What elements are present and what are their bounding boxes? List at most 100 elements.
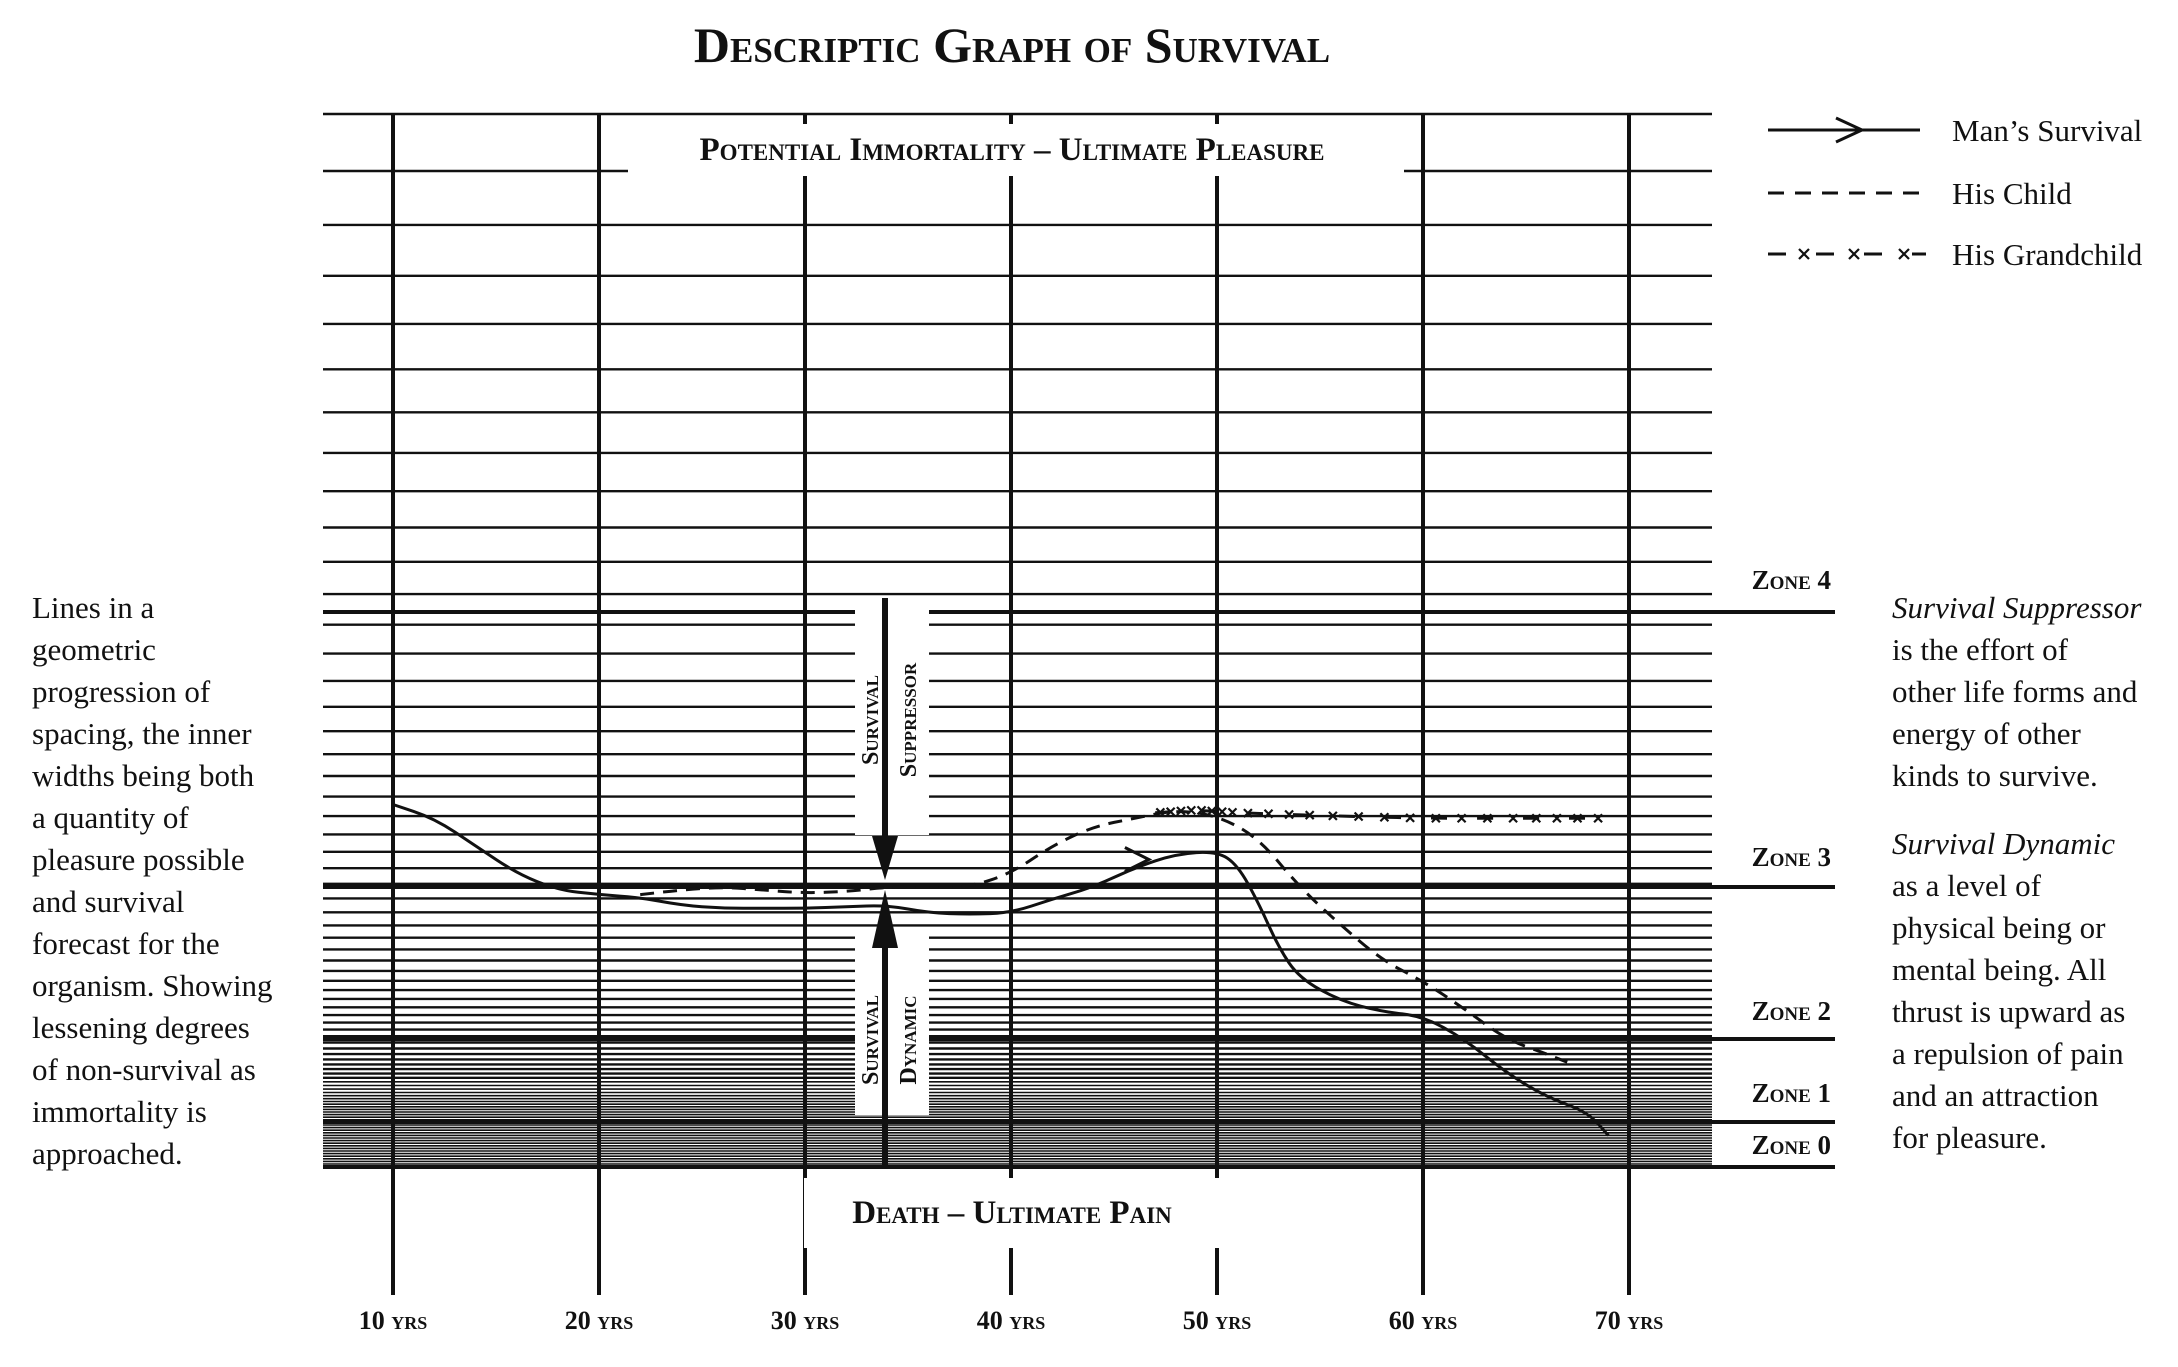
- grandchild-x-mark: [1456, 813, 1467, 824]
- grandchild-x-mark: [1508, 813, 1518, 824]
- legend-label: His Child: [1952, 176, 2072, 211]
- bottom-label: Death – Ultimate Pain: [852, 1195, 1172, 1231]
- series-line: [640, 810, 1568, 1064]
- left-note-line: and survival: [32, 884, 185, 919]
- left-note-line: lessening degrees: [32, 1010, 250, 1045]
- grandchild-x-mark: [1207, 806, 1217, 816]
- left-note-line: forecast for the: [32, 926, 220, 961]
- x-tick-label: 70 yrs: [1595, 1306, 1664, 1335]
- age-gridlines: [391, 114, 1631, 1295]
- grandchild-x-mark: [1593, 813, 1603, 824]
- grandchild-x-mark: [1431, 813, 1441, 824]
- grandchild-x-mark: [1304, 810, 1315, 820]
- survival-suppressor-arrow: Survival Suppressor: [855, 598, 929, 880]
- series-line: [392, 803, 1610, 1137]
- legend-item-mans-survival: Man’s Survival: [1768, 113, 2142, 148]
- suppressor-label-line2: Suppressor: [896, 662, 922, 777]
- left-note-line: organism. Showing: [32, 968, 273, 1003]
- suppressor-definition-title: Survival Suppressor: [1892, 590, 2142, 625]
- x-tick-label: 20 yrs: [565, 1306, 634, 1335]
- zone-labels: Zone 4 Zone 3 Zone 2 Zone 1 Zone 0: [1752, 565, 1831, 1160]
- left-note-line: immortality is: [32, 1094, 207, 1129]
- right-note-line: is the effort of: [1892, 632, 2068, 667]
- right-explanation: Survival Suppressor is the effort of oth…: [1892, 587, 2172, 1159]
- left-explanation: Lines in a geometric progression of spac…: [32, 587, 322, 1175]
- dynamic-arrowhead: [872, 890, 898, 948]
- right-note-line: kinds to survive.: [1892, 758, 2098, 793]
- left-note-line: approached.: [32, 1136, 183, 1171]
- dynamic-label-line1: Survival: [858, 995, 884, 1085]
- top-label-backdrop: [628, 124, 1404, 176]
- dynamic-definition-title: Survival Dynamic: [1892, 826, 2115, 861]
- left-note-line: Lines in a: [32, 590, 155, 625]
- right-note-line: and an attraction: [1892, 1078, 2099, 1113]
- grandchild-x-mark: [1482, 813, 1493, 824]
- left-note-line: spacing, the inner: [32, 716, 252, 751]
- left-note-line: geometric: [32, 632, 156, 667]
- grandchild-x-mark: [1353, 811, 1364, 822]
- grandchild-x-mark: [1552, 813, 1562, 824]
- grandchild-x-mark: [1572, 813, 1583, 824]
- top-label: Potential Immortality – Ultimate Pleasur…: [700, 132, 1325, 168]
- legend-x-mark: [1898, 248, 1910, 260]
- left-note-line: progression of: [32, 674, 211, 709]
- x-tick-label: 50 yrs: [1183, 1306, 1252, 1335]
- zone-label: Zone 2: [1752, 996, 1831, 1026]
- grandchild-x-mark: [1531, 813, 1542, 824]
- right-note-line: as a level of: [1892, 868, 2041, 903]
- mans-survival-arrowhead: [1124, 846, 1153, 873]
- grandchild-x-mark: [1243, 808, 1253, 818]
- x-tick-label: 60 yrs: [1389, 1306, 1458, 1335]
- right-note-line: thrust is upward as: [1892, 994, 2126, 1029]
- left-note-line: pleasure possible: [32, 842, 245, 877]
- right-note-line: energy of other: [1892, 716, 2081, 751]
- zone-label: Zone 1: [1752, 1078, 1831, 1108]
- x-axis-tick-labels: 10 yrs 20 yrs 30 yrs 40 yrs 50 yrs 60 yrs 70 y…: [359, 1306, 1664, 1335]
- legend: Man’s Survival His Child His Grandchild: [1768, 113, 2143, 272]
- grandchild-x-mark: [1284, 809, 1294, 820]
- zone-label: Zone 4: [1752, 565, 1831, 595]
- dynamic-label-line2: Dynamic: [896, 995, 922, 1084]
- left-note-line: widths being both: [32, 758, 255, 793]
- survival-curves: [392, 803, 1610, 1137]
- right-note-line: for pleasure.: [1892, 1120, 2047, 1155]
- grandchild-x-mark: [1165, 806, 1176, 817]
- bottom-label-backdrop: [804, 1178, 1220, 1248]
- legend-x-mark: [1848, 248, 1860, 260]
- x-tick-label: 30 yrs: [771, 1306, 840, 1335]
- right-note-line: a repulsion of pain: [1892, 1036, 2124, 1071]
- legend-x-marks: [1798, 248, 1910, 260]
- x-tick-label: 10 yrs: [359, 1306, 428, 1335]
- grandchild-x-mark: [1176, 806, 1186, 816]
- grandchild-x-mark: [1196, 805, 1207, 816]
- left-note-line: of non-survival as: [32, 1052, 256, 1087]
- zone-label: Zone 3: [1752, 842, 1831, 872]
- suppressor-label-line1: Survival: [858, 675, 884, 765]
- zone-label: Zone 0: [1752, 1130, 1831, 1160]
- graph-title: Descriptic Graph of Survival: [694, 17, 1330, 73]
- x-tick-label: 40 yrs: [977, 1306, 1046, 1335]
- legend-label: His Grandchild: [1952, 237, 2143, 272]
- grandchild-x-mark: [1379, 812, 1390, 822]
- legend-arrowhead-icon: [1835, 116, 1866, 144]
- survival-dynamic-arrow: Survival Dynamic: [855, 890, 929, 1168]
- legend-x-mark: [1798, 248, 1810, 260]
- right-note-line: other life forms and: [1892, 674, 2138, 709]
- right-note-line: mental being. All: [1892, 952, 2107, 987]
- grandchild-x-mark: [1155, 807, 1166, 818]
- grandchild-x-mark: [1263, 809, 1274, 819]
- legend-item-his-grandchild: His Grandchild: [1768, 237, 2143, 272]
- right-note-line: physical being or: [1892, 910, 2106, 945]
- grandchild-x-mark: [1405, 813, 1415, 823]
- grandchild-x-mark: [1217, 806, 1227, 817]
- grandchild-x-mark: [1328, 811, 1338, 821]
- legend-label: Man’s Survival: [1952, 113, 2142, 148]
- grandchild-x-mark: [1227, 807, 1238, 818]
- series-line: [1155, 809, 1609, 820]
- legend-item-his-child: His Child: [1768, 176, 2072, 211]
- grandchild-x-mark: [1186, 805, 1197, 816]
- left-note-line: a quantity of: [32, 800, 189, 835]
- grid-lines: [323, 112, 1835, 1169]
- suppressor-arrowhead: [872, 836, 898, 880]
